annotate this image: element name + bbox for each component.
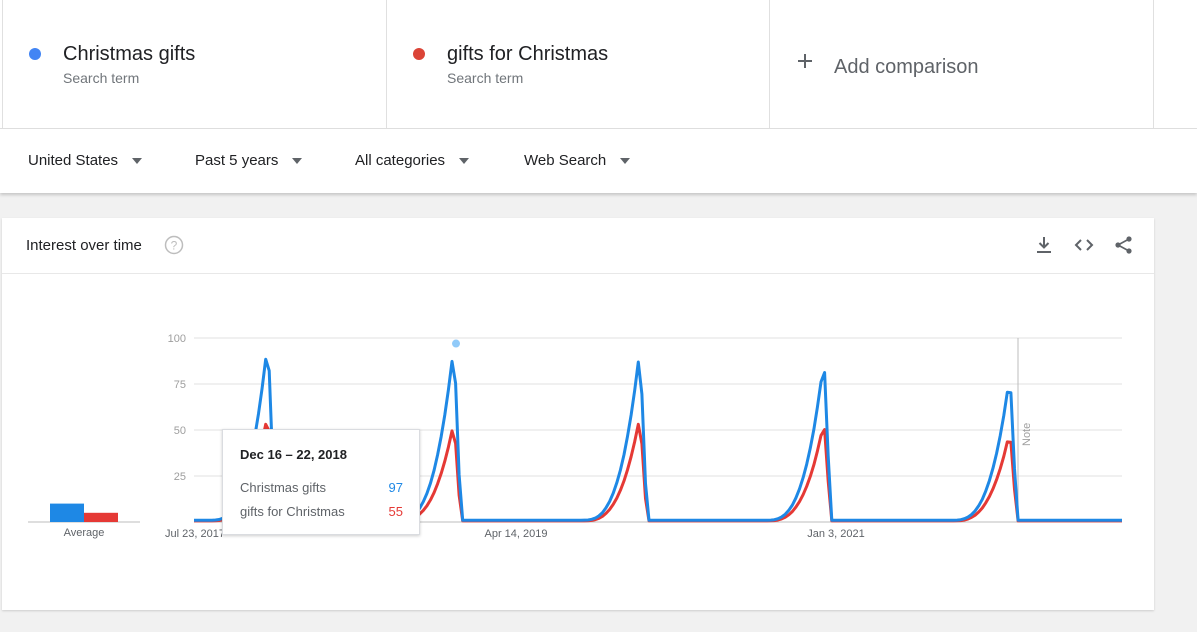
hover-point [452,339,460,348]
tooltip-series-value: 55 [388,504,403,519]
term-name: gifts for Christmas [447,43,609,65]
tooltip-date: Dec 16 – 22, 2018 [240,447,347,462]
average-bar [84,512,118,522]
embed-icon[interactable] [1073,234,1095,256]
help-icon[interactable]: ? [164,235,184,255]
average-label: Average [64,527,105,539]
y-tick-label: 75 [174,379,186,391]
add-comparison-button[interactable]: Add comparison [769,0,1154,128]
chevron-down-icon [620,157,631,164]
panel-title: Interest over time [26,237,142,254]
chart-tooltip: Dec 16 – 22, 2018 Christmas gifts 97 gif… [222,429,420,535]
chevron-down-icon [459,157,470,164]
term-name: Christmas gifts [63,43,196,65]
time-range-value: Past 5 years [195,152,279,169]
region-value: United States [28,152,119,169]
tooltip-series-label: Christmas gifts [240,480,326,495]
x-tick-label: Jul 23, 2017 [165,528,225,540]
panel-header: Interest over time ? [2,218,1154,274]
category-value: All categories [355,152,446,169]
search-terms-bar: Christmas gifts Search term gifts for Ch… [0,0,1197,129]
search-type-value: Web Search [524,152,607,169]
interest-over-time-panel: Interest over time ? 25 50 75 100 Note Avera… [2,218,1154,610]
average-bar [50,503,84,522]
average-bars: Average [28,503,140,539]
download-icon[interactable] [1033,234,1055,256]
note-label: Note [1021,423,1033,446]
term-type: Search term [447,70,524,86]
search-type-dropdown[interactable]: Web Search [524,152,631,169]
time-range-dropdown[interactable]: Past 5 years [195,152,303,169]
term-color-dot [413,48,425,60]
add-comparison-label: Add comparison [834,56,979,78]
term-type: Search term [63,70,140,86]
chevron-down-icon [292,157,303,164]
term-card-1[interactable]: Christmas gifts Search term [2,0,385,128]
svg-text:?: ? [171,239,178,253]
filters-bar: United States Past 5 years All categorie… [0,129,1197,193]
tooltip-series-value: 97 [388,480,403,495]
x-axis-labels: Jul 23, 2017 Apr 14, 2019 Jan 3, 2021 [165,528,865,540]
y-tick-label: 25 [174,471,186,483]
x-tick-label: Jan 3, 2021 [807,528,865,540]
term-card-2[interactable]: gifts for Christmas Search term [386,0,769,128]
chevron-down-icon [132,157,143,164]
y-tick-label: 50 [174,425,186,437]
tooltip-series-label: gifts for Christmas [240,504,345,519]
plus-icon [798,54,812,68]
y-tick-label: 100 [168,333,186,345]
share-icon[interactable] [1113,234,1135,256]
region-dropdown[interactable]: United States [28,152,143,169]
x-tick-label: Apr 14, 2019 [485,528,548,540]
category-dropdown[interactable]: All categories [355,152,470,169]
interest-chart: 25 50 75 100 Note Average Jul 23, 2017 Apr 14… [28,333,1122,540]
term-color-dot [29,48,41,60]
